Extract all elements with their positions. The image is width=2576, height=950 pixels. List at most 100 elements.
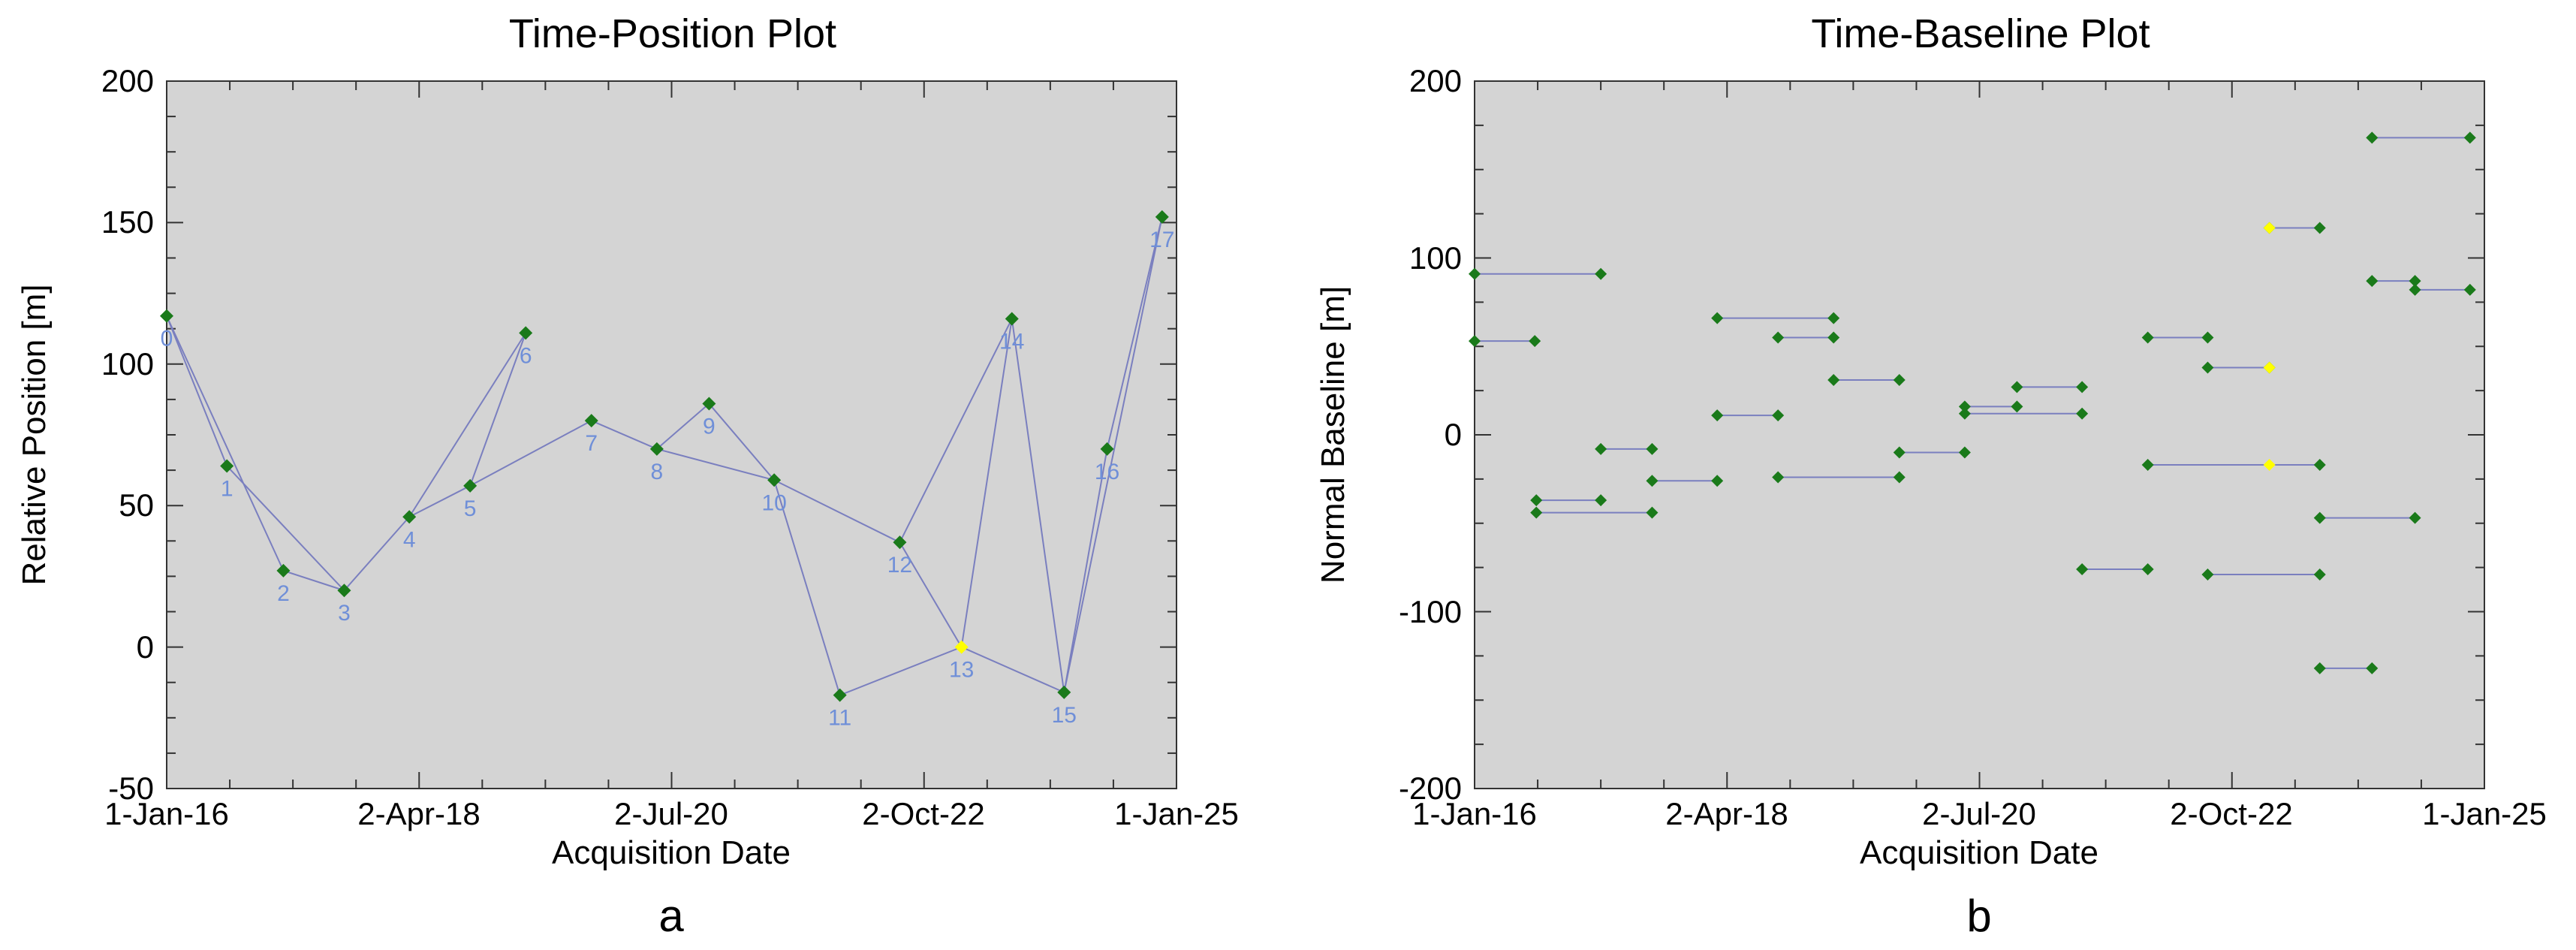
connection-line	[773, 479, 841, 695]
point-label: 3	[338, 601, 351, 626]
connection-line	[839, 646, 963, 696]
baseline-point	[1530, 494, 1543, 507]
baseline-point	[2463, 131, 2476, 144]
point-label: 0	[161, 327, 173, 351]
connection-line	[899, 541, 963, 648]
baseline-point	[1772, 409, 1785, 422]
baseline-point	[1646, 506, 1659, 519]
connection-line	[656, 403, 710, 450]
connection-line	[1063, 448, 1108, 693]
acquisition-point	[276, 563, 291, 578]
y-tick-label: 150	[101, 204, 154, 240]
baseline-point	[2201, 568, 2214, 581]
connection-line	[343, 516, 410, 591]
baseline-point	[1827, 373, 1840, 386]
baseline-point	[1827, 331, 1840, 344]
connection-line	[1106, 216, 1163, 450]
point-label: 1	[221, 476, 233, 501]
chart-title-a: Time-Position Plot	[509, 11, 836, 56]
baseline-point	[2409, 511, 2421, 524]
ticks-a	[166, 80, 1177, 789]
baseline-point	[1772, 331, 1785, 344]
y-tick-label: 100	[1409, 240, 1462, 276]
baseline-point	[1646, 442, 1659, 455]
master-point	[2263, 222, 2276, 234]
point-label: 7	[585, 431, 598, 456]
x-tick-label: 1-Jan-16	[1412, 796, 1537, 831]
acquisition-point	[584, 414, 598, 428]
point-label: 6	[520, 343, 532, 368]
point-label: 9	[703, 415, 716, 439]
acquisition-point	[649, 442, 664, 456]
x-axis-label-b: Acquisition Date	[1860, 834, 2098, 871]
baseline-point	[2201, 331, 2214, 344]
y-tick-label: 0	[1445, 417, 1462, 452]
master-point	[2263, 361, 2276, 374]
point-label: 13	[949, 658, 974, 683]
acquisition-point	[767, 473, 782, 487]
baseline-point	[1530, 506, 1543, 519]
baseline-point	[1893, 471, 1906, 484]
baseline-point	[2313, 568, 2326, 581]
acquisition-point	[337, 584, 351, 598]
y-tick-label: 200	[1409, 63, 1462, 98]
baseline-point	[2366, 662, 2379, 674]
y-tick-labels-a: -50 0 50 100 150 200	[101, 63, 154, 806]
baseline-point	[1772, 471, 1785, 484]
point-label: 15	[1052, 703, 1077, 728]
baseline-point	[1958, 400, 1971, 413]
connection-line	[961, 646, 1065, 693]
connection-line	[469, 420, 592, 487]
x-axis-label-a: Acquisition Date	[552, 834, 791, 871]
plot-area-b	[1474, 80, 2485, 789]
master-point	[2263, 459, 2276, 472]
connection-line	[591, 420, 658, 450]
y-tick-label: 0	[137, 629, 154, 665]
connection-line	[283, 569, 345, 592]
point-label: 2	[277, 581, 290, 606]
y-tick-label: 200	[101, 63, 154, 98]
baseline-point	[1595, 442, 1607, 455]
connection-line	[226, 465, 345, 591]
time-baseline-chart: Time-Baseline Plot 1-Jan-16 2-Apr-18 2-J…	[1315, 11, 2547, 941]
y-tick-label: -100	[1399, 594, 1462, 629]
x-tick-label: 2-Oct-22	[2170, 796, 2292, 831]
x-tick-label: 2-Apr-18	[1665, 796, 1788, 831]
baseline-point	[1958, 407, 1971, 420]
baseline-point	[1893, 373, 1906, 386]
x-tick-label: 2-Apr-18	[357, 796, 480, 831]
connection-line	[708, 403, 775, 481]
baseline-point	[1469, 267, 1481, 280]
baseline-point	[1827, 312, 1840, 324]
baseline-point	[1469, 335, 1481, 348]
baseline-point	[2366, 131, 2379, 144]
connection-line	[408, 332, 527, 517]
baseline-point	[2409, 275, 2421, 288]
baseline-point	[2011, 400, 2023, 413]
connection-line	[408, 484, 471, 518]
acquisition-point	[833, 688, 847, 702]
acquisition-point	[1057, 685, 1071, 699]
baseline-point	[2076, 407, 2089, 420]
x-tick-labels-a: 1-Jan-16 2-Apr-18 2-Jul-20 2-Oct-22 1-Ja…	[104, 796, 1239, 831]
baseline-point	[1958, 446, 1971, 459]
acquisition-point	[1100, 442, 1114, 456]
y-tick-label: 100	[101, 346, 154, 382]
baseline-point	[1711, 312, 1724, 324]
acquisition-point	[402, 510, 417, 524]
baseline-point	[1646, 475, 1659, 487]
y-axis-label-b: Normal Baseline [m]	[1315, 286, 1351, 584]
baseline-point	[2011, 381, 2023, 394]
baseline-point	[2313, 222, 2326, 234]
x-tick-label: 1-Jan-25	[2422, 796, 2547, 831]
acquisition-point	[1155, 210, 1169, 224]
baseline-point	[2141, 562, 2154, 575]
point-label: 8	[651, 460, 664, 484]
point-label: 17	[1149, 228, 1174, 252]
connection-line	[166, 315, 228, 466]
connection-line	[656, 448, 775, 481]
connection-line	[960, 318, 1013, 647]
acquisition-point	[893, 535, 907, 550]
